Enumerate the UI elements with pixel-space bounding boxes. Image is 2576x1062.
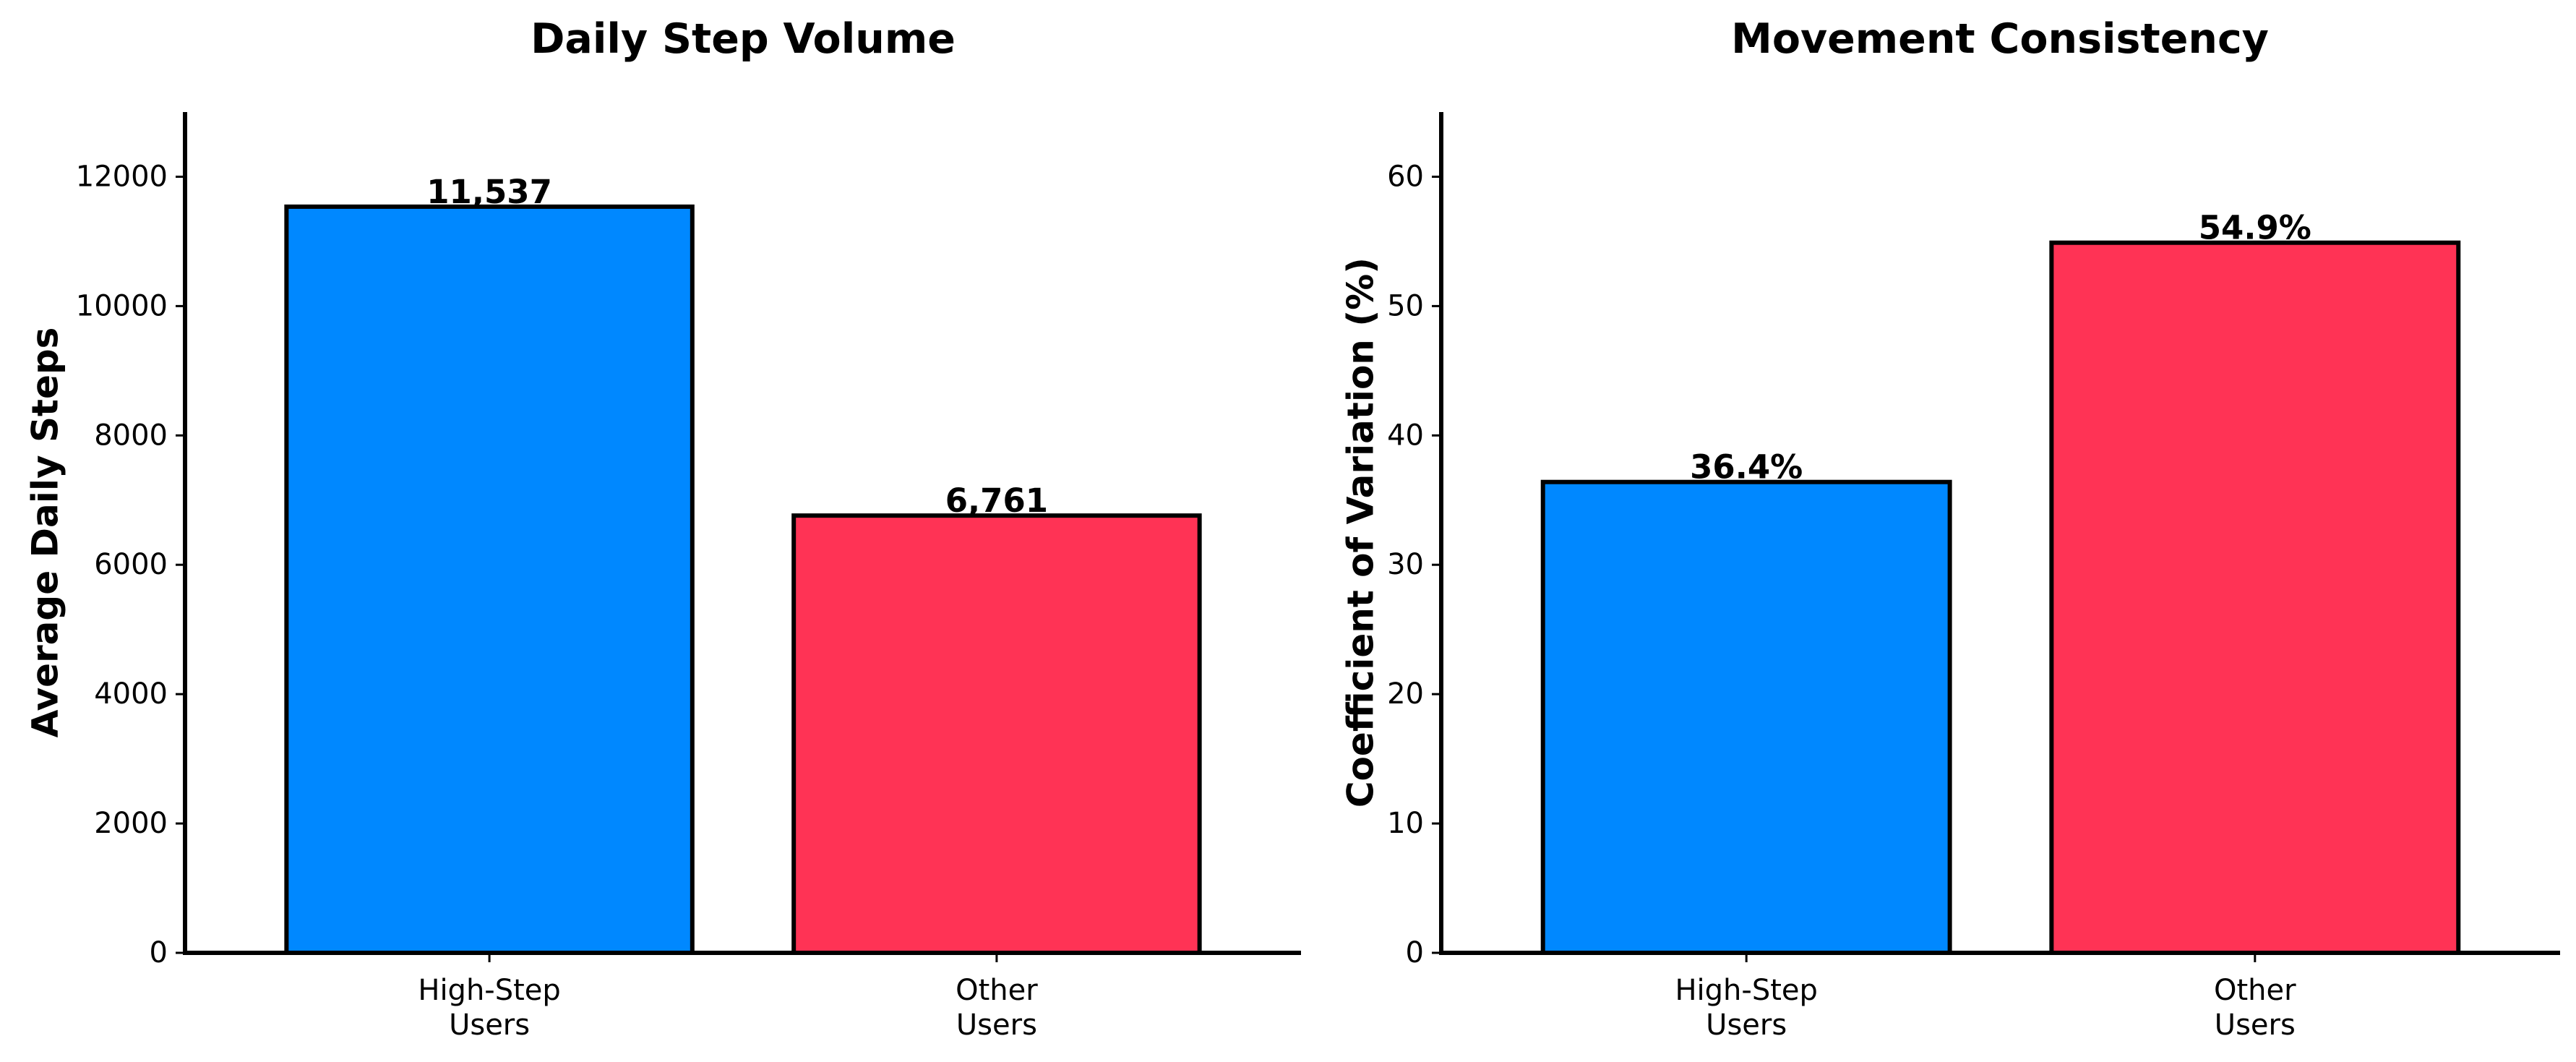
- bar: [284, 204, 695, 956]
- y-axis-label: Coefficient of Variation (%): [1340, 257, 1382, 808]
- y-tick-label: 8000: [94, 419, 168, 452]
- x-tick-label: High-Step Users: [1675, 974, 1817, 1042]
- chart-1: Daily Step Volume Average Daily Steps 11,5…: [25, 15, 1301, 1042]
- y-axis-label: Average Daily Steps: [25, 327, 66, 738]
- chart-title: Daily Step Volume: [531, 15, 956, 63]
- y-tick-label: 0: [1406, 936, 1424, 969]
- y-tick-label: 0: [150, 936, 168, 969]
- bar: [1540, 479, 1952, 955]
- y-tick-label: 20: [1387, 677, 1424, 711]
- x-tick-label: Other Users: [2214, 974, 2296, 1042]
- x-tick-label: High-Step Users: [418, 974, 560, 1042]
- data-label: 11,537: [426, 173, 552, 211]
- y-tick-label: 10000: [76, 289, 168, 322]
- data-label: 54.9%: [2199, 209, 2311, 247]
- x-tick-label: Other Users: [956, 974, 1038, 1042]
- y-tick-label: 12000: [76, 160, 168, 193]
- y-tick-label: 2000: [94, 807, 168, 840]
- bar: [791, 513, 1202, 955]
- chart-2: Movement Consistency Coefficient of Varia…: [1340, 15, 2560, 1042]
- y-tick-label: 6000: [94, 548, 168, 581]
- data-label: 6,761: [945, 481, 1048, 520]
- data-label: 36.4%: [1690, 448, 1803, 487]
- y-tick-label: 10: [1387, 807, 1424, 840]
- chart-title: Movement Consistency: [1731, 15, 2269, 63]
- y-tick-label: 30: [1387, 548, 1424, 581]
- bar: [2049, 240, 2461, 956]
- y-tick-label: 4000: [94, 677, 168, 711]
- y-tick-label: 50: [1387, 289, 1424, 322]
- y-tick-label: 60: [1387, 160, 1424, 193]
- y-tick-label: 40: [1387, 419, 1424, 452]
